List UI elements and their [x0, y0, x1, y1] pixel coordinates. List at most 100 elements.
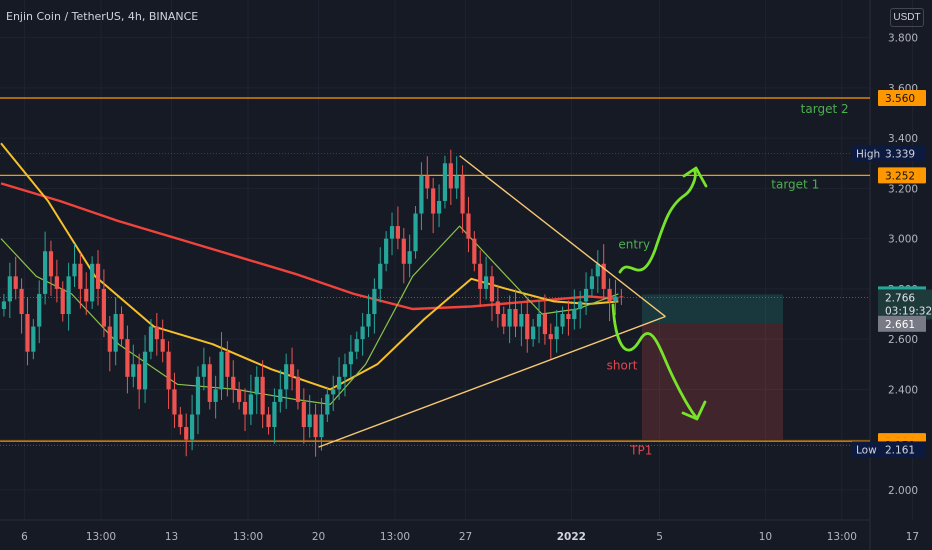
candle	[266, 406, 271, 435]
trendline[interactable]	[318, 315, 666, 448]
candle	[19, 278, 24, 334]
horizontal-levels[interactable]	[0, 97, 870, 446]
time-tick-label: 6	[21, 531, 28, 543]
level-price-tag[interactable]: 3.252	[878, 167, 926, 184]
candle	[513, 289, 518, 338]
candle-body	[442, 163, 448, 201]
price-axis[interactable]: 2.0002.2002.4002.6002.8003.0003.2003.400…	[852, 33, 932, 497]
candle-body	[84, 288, 89, 302]
price-tag-countdown: 03:19:32	[885, 305, 932, 317]
candle-body	[266, 414, 271, 428]
candle	[301, 388, 306, 444]
candle	[254, 366, 259, 414]
candle-body	[560, 314, 565, 327]
candle-body	[378, 263, 383, 289]
moving-average-line	[0, 182, 619, 311]
candle	[331, 375, 336, 411]
candle-body	[172, 389, 177, 415]
currency-button[interactable]: USDT	[890, 8, 924, 27]
candle	[525, 297, 530, 353]
candle-body	[248, 394, 253, 415]
arrow-drawings[interactable]	[611, 166, 708, 421]
candle	[137, 353, 142, 409]
candle	[583, 272, 589, 316]
candle-body	[7, 276, 12, 302]
arrow-down-head[interactable]	[681, 400, 707, 421]
candle	[519, 303, 524, 347]
candle-body	[348, 351, 353, 365]
price-tag[interactable]: Low 2.161	[852, 441, 926, 458]
candle-body	[131, 364, 136, 377]
grid-layer	[0, 0, 913, 550]
candle	[48, 240, 54, 296]
candle	[160, 319, 165, 363]
candle-body	[307, 414, 312, 428]
candle-body	[184, 427, 189, 440]
text-annotations[interactable]: target 2 target 1 entry short TP1	[607, 102, 849, 458]
time-axis[interactable]: 6 13:00 13 13:00 20 13:00 27 2022 5 10 13:00 17	[21, 531, 919, 543]
annotation-entry[interactable]: entry	[618, 238, 650, 252]
short-position-tool[interactable]	[641, 294, 784, 440]
candle-body	[148, 326, 154, 352]
arrow-up-head[interactable]	[682, 166, 708, 188]
price-tick-label: 2.400	[888, 384, 918, 396]
annotation-target-2[interactable]: target 2	[801, 102, 849, 116]
chart-title: Enjin Coin / TetherUS, 4h, BINANCE	[6, 10, 199, 23]
candle	[295, 369, 301, 410]
candle	[60, 281, 65, 322]
candle-body	[384, 238, 389, 264]
candle	[148, 319, 154, 360]
candle	[319, 397, 324, 451]
position-loss-zone[interactable]	[641, 323, 784, 440]
price-tag-name: High	[856, 148, 880, 160]
candle	[431, 177, 436, 234]
level-price-tag[interactable]: 3.560	[878, 89, 926, 106]
candle	[536, 300, 542, 344]
candle-body	[60, 288, 65, 315]
candle-body	[207, 364, 212, 402]
candle-body	[578, 301, 583, 309]
candle	[360, 313, 365, 356]
candle-body	[542, 314, 547, 335]
candle-body	[72, 263, 77, 277]
candle	[172, 372, 177, 429]
candle-body	[366, 314, 371, 327]
price-tag-name: Low	[856, 444, 877, 456]
trendline[interactable]	[459, 155, 666, 318]
level-tag-label: 3.252	[885, 170, 915, 182]
arrow-up-path[interactable]	[618, 168, 697, 274]
annotation-tp1[interactable]: TP1	[629, 444, 652, 458]
candle-body	[401, 238, 406, 264]
price-tag-label: 3.339	[885, 148, 915, 160]
price-tag-label: 2.766	[885, 292, 915, 304]
price-tag[interactable]: 2.661	[878, 315, 926, 332]
candle-body	[219, 351, 224, 390]
candle-body	[436, 200, 442, 214]
candle-body	[525, 314, 530, 340]
arrow-down-path[interactable]	[611, 303, 698, 419]
annotation-short[interactable]: short	[607, 358, 638, 372]
candle	[572, 289, 577, 330]
candle	[589, 268, 595, 297]
annotation-target-1[interactable]: target 1	[771, 177, 819, 191]
candle	[289, 347, 295, 391]
triangle-drawing[interactable]	[318, 155, 666, 448]
candle-body	[260, 376, 265, 415]
candle-body	[19, 288, 24, 315]
candle	[613, 279, 618, 316]
price-tag-label: 2.661	[885, 319, 915, 331]
candle-body	[413, 213, 418, 252]
candle	[313, 403, 318, 457]
candle	[436, 184, 442, 228]
position-profit-zone[interactable]	[641, 294, 784, 324]
candle-body	[284, 364, 289, 390]
candle-body	[548, 334, 553, 340]
candle	[7, 262, 12, 319]
candle	[43, 231, 48, 305]
price-tag[interactable]: High 3.339	[852, 145, 926, 162]
candle	[184, 413, 189, 457]
candle	[407, 234, 412, 278]
candle-body	[325, 394, 330, 415]
